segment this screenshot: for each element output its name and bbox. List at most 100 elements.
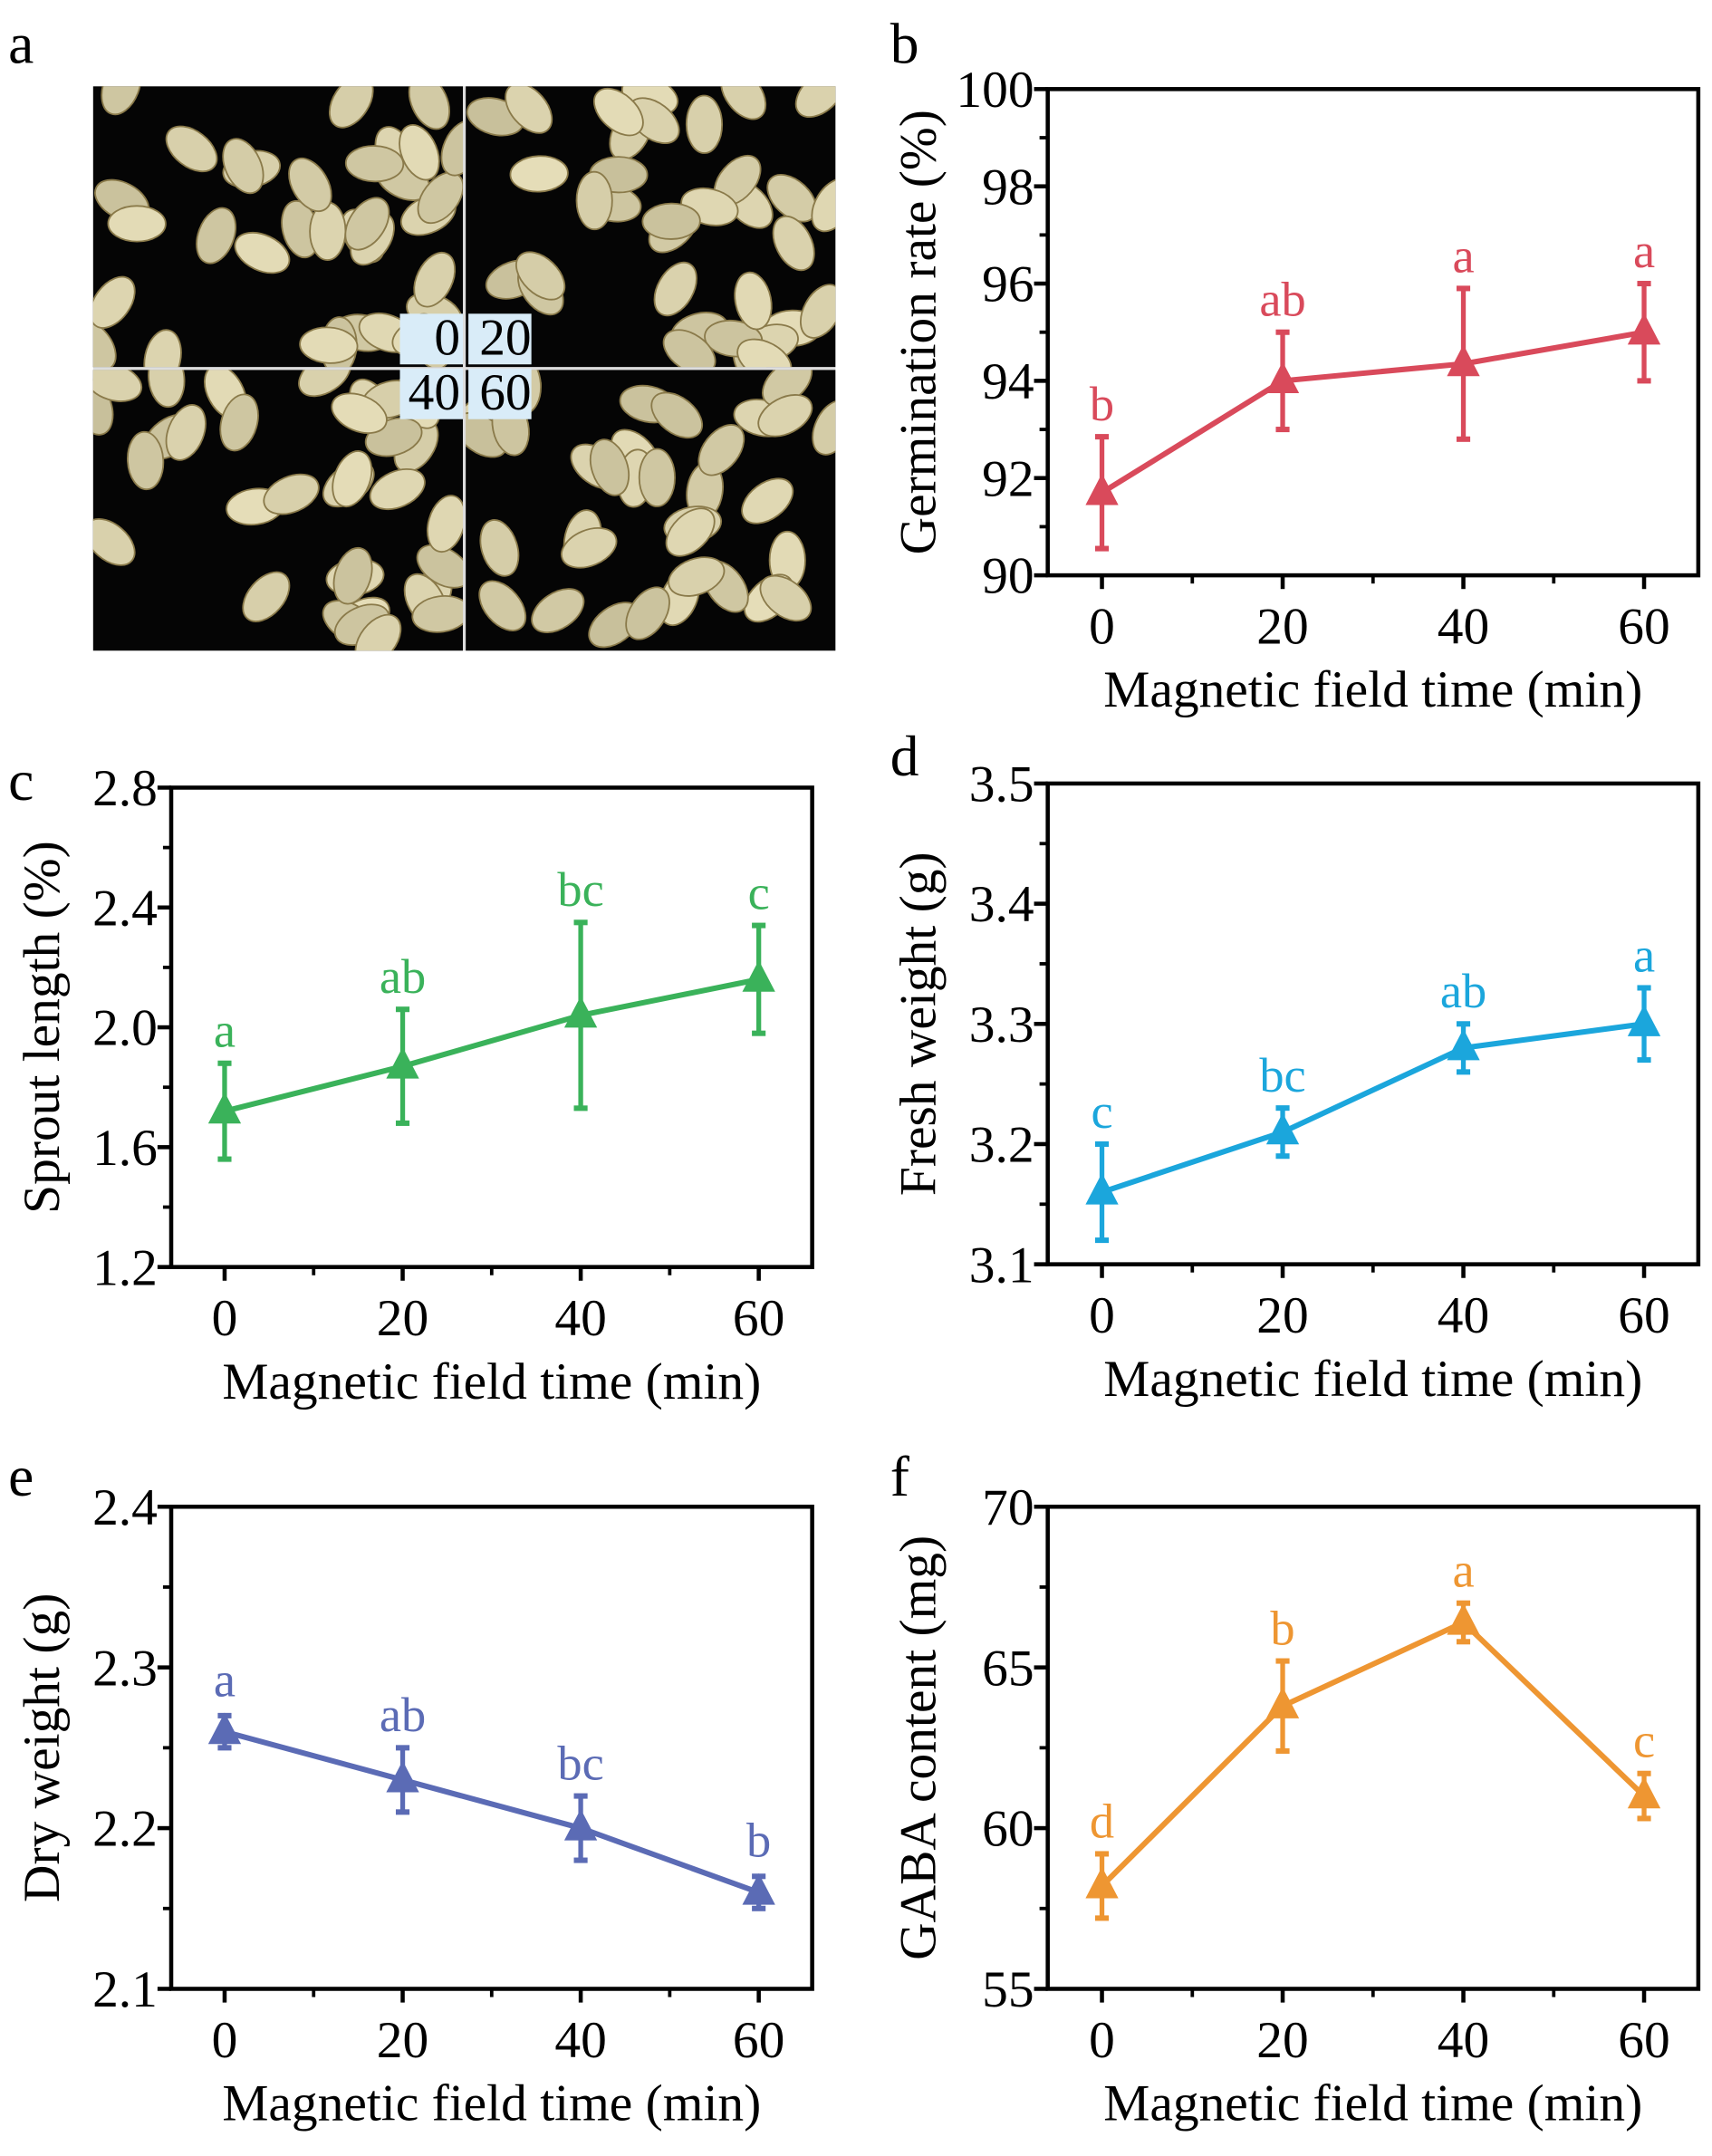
y-axis-title: GABA content (mg) [890, 1535, 947, 1960]
rice-grain [196, 207, 237, 265]
significance-label: a [214, 1651, 236, 1707]
y-tick-label: 96 [982, 256, 1034, 313]
data-point-triangle [742, 959, 775, 992]
y-tick-label: 2.2 [92, 1801, 158, 1858]
x-axis-title: Magnetic field time (min) [1103, 661, 1642, 718]
significance-label: d [1090, 1793, 1114, 1848]
x-tick-label: 60 [1618, 599, 1669, 656]
data-point-triangle [1085, 1866, 1119, 1899]
x-tick-label: 40 [1438, 2012, 1489, 2069]
rice-grain [369, 467, 426, 511]
data-point-triangle [1085, 473, 1119, 505]
rice-grain [288, 157, 332, 213]
photo-label-bg-60 [468, 368, 532, 419]
x-tick-label: 40 [554, 2012, 606, 2069]
x-axis-title: Magnetic field time (min) [222, 2075, 761, 2132]
rice-grain [332, 450, 373, 508]
rice-grain [625, 586, 670, 640]
significance-label: b [746, 1813, 771, 1868]
rice-grain [812, 399, 836, 456]
rice-grain [234, 231, 291, 274]
panel-letter-b: b [890, 12, 919, 76]
x-tick-label: 0 [1089, 599, 1115, 656]
series-line [224, 977, 760, 1114]
x-tick-label: 20 [1256, 599, 1308, 656]
rice-grain [757, 394, 813, 438]
y-tick-label: 55 [982, 1961, 1034, 2018]
data-point-triangle [1627, 1776, 1661, 1809]
rice-grain [561, 527, 618, 569]
y-tick-label: 70 [982, 1479, 1034, 1536]
data-point-triangle [1627, 313, 1661, 345]
rice-grain [638, 448, 676, 507]
rice-grain [222, 138, 264, 195]
photo-label-bg-20 [468, 313, 532, 365]
plot-frame [168, 785, 814, 1269]
data-point-triangle [1447, 1603, 1480, 1635]
data-point-triangle [207, 1092, 242, 1124]
rice-grain [242, 571, 291, 622]
rice-grain [668, 556, 726, 597]
y-tick-label: 2.4 [92, 1479, 158, 1536]
y-tick-label: 2.8 [92, 760, 158, 817]
panel-letter-e: e [8, 1444, 34, 1508]
plot-frame [1045, 87, 1701, 578]
y-tick-label: 3.3 [969, 996, 1034, 1054]
significance-label: ab [1259, 272, 1305, 327]
rice-grain [440, 120, 464, 177]
photo-label-bg-40 [399, 368, 464, 419]
data-point-triangle [386, 1046, 419, 1079]
x-tick-label: 40 [1438, 599, 1489, 656]
rice-grain [531, 588, 585, 634]
photo-label-60: 60 [479, 364, 531, 421]
y-tick-label: 2.3 [92, 1640, 158, 1697]
rice-grain [575, 170, 613, 231]
photo-label-20: 20 [479, 310, 531, 367]
data-point-triangle [563, 1808, 598, 1841]
rice-grain [165, 125, 218, 173]
y-tick-label: 3.1 [969, 1237, 1034, 1294]
rice-grain [344, 145, 405, 183]
data-point-triangle [1085, 1172, 1119, 1205]
rice-grain [665, 507, 716, 557]
plot-frame [168, 1504, 814, 1991]
x-tick-label: 20 [1256, 2012, 1308, 2069]
rice-grain [148, 370, 186, 409]
rice-grain [219, 393, 259, 452]
rice-grain [697, 424, 745, 476]
photo-labels: 0 20 40 60 [399, 310, 532, 421]
y-tick-label: 92 [982, 450, 1034, 507]
rice-grain [413, 251, 457, 308]
rice-grain [592, 87, 644, 137]
x-axis-title: Magnetic field time (min) [1103, 1351, 1642, 1408]
rice-grain [328, 86, 374, 129]
chart-c: 0 20 40 60 1.2 1.6 2.0 2.4 2.8 Magnetic field tim… [14, 760, 814, 1410]
rice-grain [720, 86, 767, 120]
y-tick-label: 2.4 [92, 880, 158, 937]
rice-grain [505, 86, 553, 134]
significance-label: ab [380, 948, 426, 1004]
rice-grain [759, 574, 813, 622]
y-axis-title: Sprout length (%) [14, 841, 71, 1214]
rice-grain [263, 473, 320, 515]
data-point-triangle [1265, 1687, 1300, 1718]
rice-grain [479, 519, 520, 577]
y-tick-label: 2.0 [92, 1000, 158, 1057]
rice-grain [165, 404, 207, 461]
y-tick-label: 65 [982, 1640, 1034, 1697]
rice-grain [772, 215, 815, 272]
y-tick-label: 90 [982, 548, 1034, 605]
x-tick-label: 0 [1089, 1287, 1115, 1344]
panel-letter-f: f [890, 1444, 910, 1508]
rice-grain [515, 251, 566, 301]
rice-grain [354, 613, 402, 651]
y-tick-label: 100 [956, 62, 1034, 119]
rice-grain [509, 155, 569, 193]
x-tick-label: 60 [1618, 1287, 1669, 1344]
rice-grain [143, 329, 182, 368]
data-point-triangle [1265, 1112, 1300, 1145]
y-tick-label: 60 [982, 1801, 1034, 1858]
data-point-triangle [742, 1872, 775, 1905]
rice-grain [408, 86, 450, 130]
